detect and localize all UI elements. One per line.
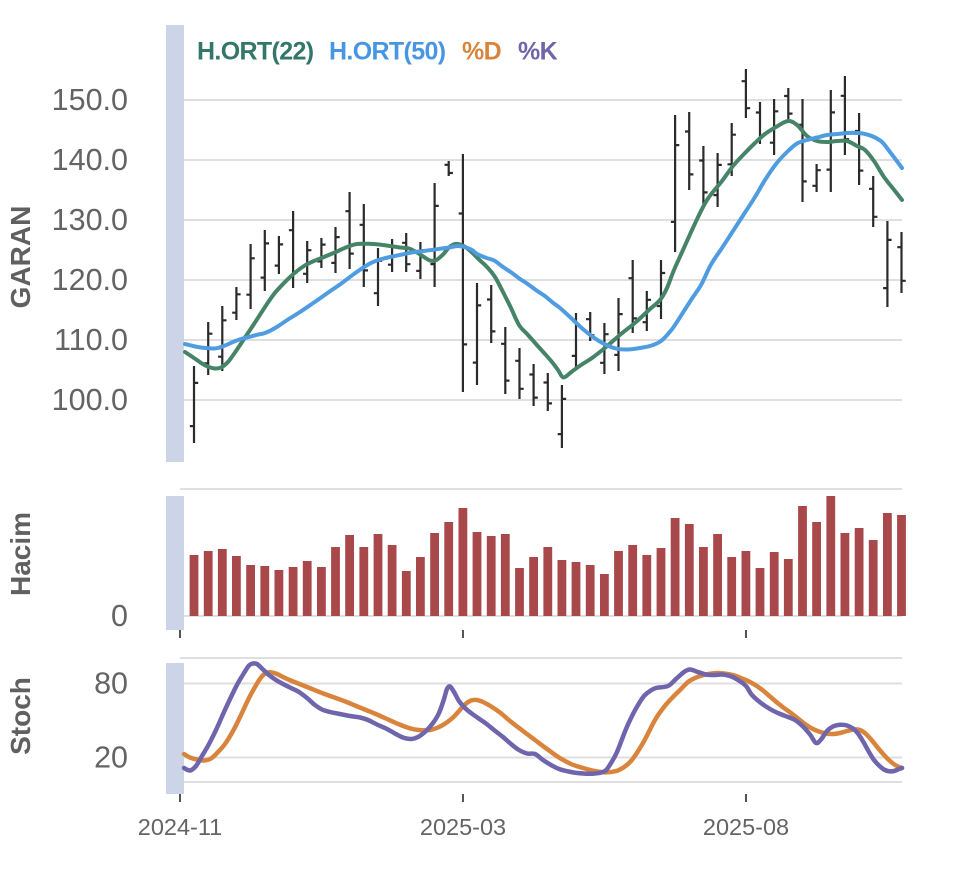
- svg-text:Hacim: Hacim: [5, 512, 36, 596]
- svg-text:150.0: 150.0: [52, 83, 128, 117]
- svg-text:2025-08: 2025-08: [703, 814, 789, 840]
- svg-text:130.0: 130.0: [52, 203, 128, 237]
- svg-text:%K: %K: [518, 38, 558, 66]
- svg-text:2024-11: 2024-11: [138, 814, 223, 840]
- svg-text:80: 80: [94, 667, 128, 701]
- svg-text:2025-03: 2025-03: [420, 814, 506, 840]
- svg-text:140.0: 140.0: [52, 143, 128, 177]
- svg-text:20: 20: [94, 741, 128, 775]
- svg-text:GARAN: GARAN: [5, 206, 36, 309]
- svg-text:120.0: 120.0: [52, 263, 128, 297]
- svg-text:H.ORT(22): H.ORT(22): [197, 38, 314, 66]
- svg-text:100.0: 100.0: [52, 383, 128, 417]
- svg-text:H.ORT(50): H.ORT(50): [329, 38, 446, 66]
- svg-text:Stoch: Stoch: [5, 677, 36, 755]
- svg-text:0: 0: [111, 599, 128, 633]
- svg-text:%D: %D: [462, 38, 501, 66]
- svg-text:110.0: 110.0: [54, 323, 128, 357]
